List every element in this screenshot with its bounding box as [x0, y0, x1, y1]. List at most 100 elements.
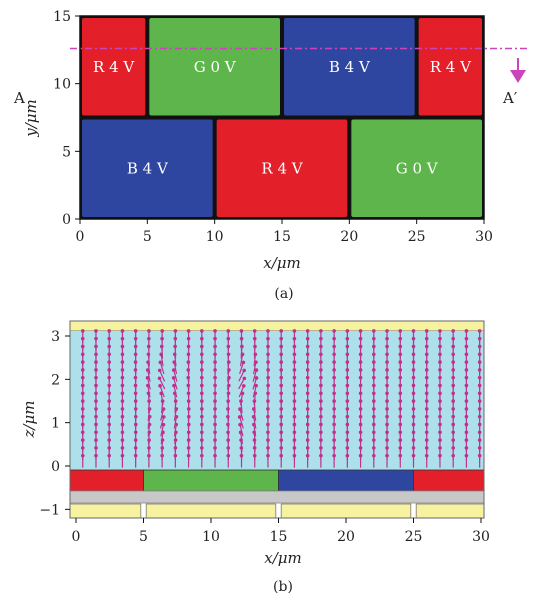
x-tick-label: 5	[143, 229, 152, 245]
bottom-substrate-block	[280, 503, 412, 519]
director-arrow-head	[242, 376, 247, 381]
director-arrow-head	[120, 329, 125, 333]
pixel-r	[82, 18, 146, 116]
director-arrow	[160, 408, 165, 421]
director-arrow-head	[237, 415, 242, 419]
director-arrow	[252, 377, 258, 390]
director-arrow-head	[171, 368, 176, 372]
y-tick-label: 0	[51, 459, 60, 475]
director-arrow	[159, 362, 165, 374]
panel-b-y-ticks: −1 0 1 2 3	[39, 329, 70, 518]
director-arrow	[239, 408, 244, 421]
electrode	[143, 469, 279, 492]
panel-a-x-ticks: 0 5 10 15 20 25 30	[76, 219, 493, 245]
director-arrow-head	[477, 329, 482, 333]
director-arrow-head	[254, 368, 259, 372]
director-arrow-head	[173, 329, 178, 333]
director-arrow-head	[385, 329, 389, 333]
director-arrow-head	[254, 376, 259, 380]
director-arrow-head	[172, 383, 176, 388]
director-arrow-head	[254, 383, 258, 388]
panel-b-x-ticks: 0 5 10 15 20 25 30	[72, 518, 490, 545]
pixel-r	[418, 18, 482, 116]
director-arrow-head	[147, 329, 151, 333]
x-tick-label: 10	[202, 529, 220, 545]
x-tick-label: 20	[340, 229, 358, 245]
y-tick-label: 0	[62, 212, 71, 228]
panel-a-xlabel: x/μm	[263, 254, 301, 272]
director-arrow-head	[157, 368, 162, 373]
x-tick-label: 25	[405, 529, 423, 545]
pixel-label: B 4 V	[127, 159, 169, 177]
panel-b-caption: (b)	[273, 579, 293, 595]
director-arrow	[173, 416, 178, 429]
director-arrow-head	[161, 407, 166, 411]
director-arrow	[147, 369, 151, 382]
director-arrow-head	[161, 422, 166, 427]
director-arrow-head	[252, 329, 257, 333]
director-arrow	[159, 385, 165, 398]
electrode	[413, 469, 485, 492]
director-arrow	[238, 370, 245, 382]
panel-a-caption: (a)	[274, 286, 293, 302]
director-arrow-head	[398, 329, 403, 333]
director-arrow-head	[80, 329, 85, 333]
director-arrow	[174, 393, 177, 406]
marker-a: A	[13, 89, 25, 107]
electrode	[278, 469, 414, 492]
director-arrow-head	[226, 329, 231, 333]
director-arrow	[227, 369, 230, 382]
x-tick-label: 15	[270, 529, 288, 545]
director-arrow	[173, 369, 178, 382]
pixel-label: R 4 V	[93, 58, 135, 76]
director-arrow-head	[160, 329, 164, 333]
pixel-b	[284, 18, 415, 116]
director-arrow-head	[242, 368, 246, 373]
director-arrow	[173, 377, 178, 390]
director-arrow	[147, 416, 151, 429]
director-arrow-head	[292, 329, 297, 333]
pixel-label: B 4 V	[329, 58, 371, 76]
electrodes	[69, 469, 485, 492]
pixel-r	[216, 119, 348, 217]
x-tick-label: 30	[472, 529, 490, 545]
director-arrow	[252, 385, 257, 398]
director-arrow	[160, 393, 164, 406]
panel-b-ylabel: z/μm	[20, 401, 38, 439]
pixel-label: R 4 V	[430, 58, 472, 76]
pixel-g	[351, 119, 482, 217]
director-arrow	[159, 370, 166, 382]
director-arrow	[147, 362, 151, 375]
director-arrow	[227, 385, 230, 398]
director-arrow	[160, 432, 164, 445]
director-arrow-head	[372, 329, 376, 333]
director-arrow-head	[145, 376, 150, 380]
director-arrow-head	[464, 329, 469, 333]
x-tick-label: 10	[206, 229, 224, 245]
x-tick-label: 25	[408, 229, 426, 245]
director-arrow-head	[186, 329, 191, 333]
director-arrow-head	[133, 329, 138, 333]
insulator-layer	[69, 490, 485, 504]
liquid-crystal-layer	[70, 331, 484, 470]
director-arrow	[240, 440, 243, 453]
pixel-label: G 0 V	[194, 58, 237, 76]
pixel-labels: R 4 V G 0 V B 4 V R 4 V B 4 V R 4 V G 0 V	[93, 58, 472, 178]
director-arrow	[160, 424, 165, 437]
y-tick-label: 5	[62, 144, 71, 160]
x-tick-label: 20	[337, 529, 355, 545]
director-arrow	[238, 385, 245, 398]
director-arrow	[158, 378, 166, 390]
bottom-substrate-block	[69, 503, 142, 519]
electrode	[69, 469, 144, 492]
pixel-label: R 4 V	[261, 159, 303, 177]
director-arrow-head	[157, 376, 162, 381]
director-arrow	[253, 424, 257, 437]
director-arrow-head	[171, 376, 176, 380]
director-arrow	[239, 432, 244, 445]
director-arrow-head	[94, 329, 98, 333]
panel-a-y-ticks: 0 5 10 15	[53, 9, 80, 228]
director-arrow	[174, 432, 177, 445]
x-tick-label: 30	[475, 229, 493, 245]
